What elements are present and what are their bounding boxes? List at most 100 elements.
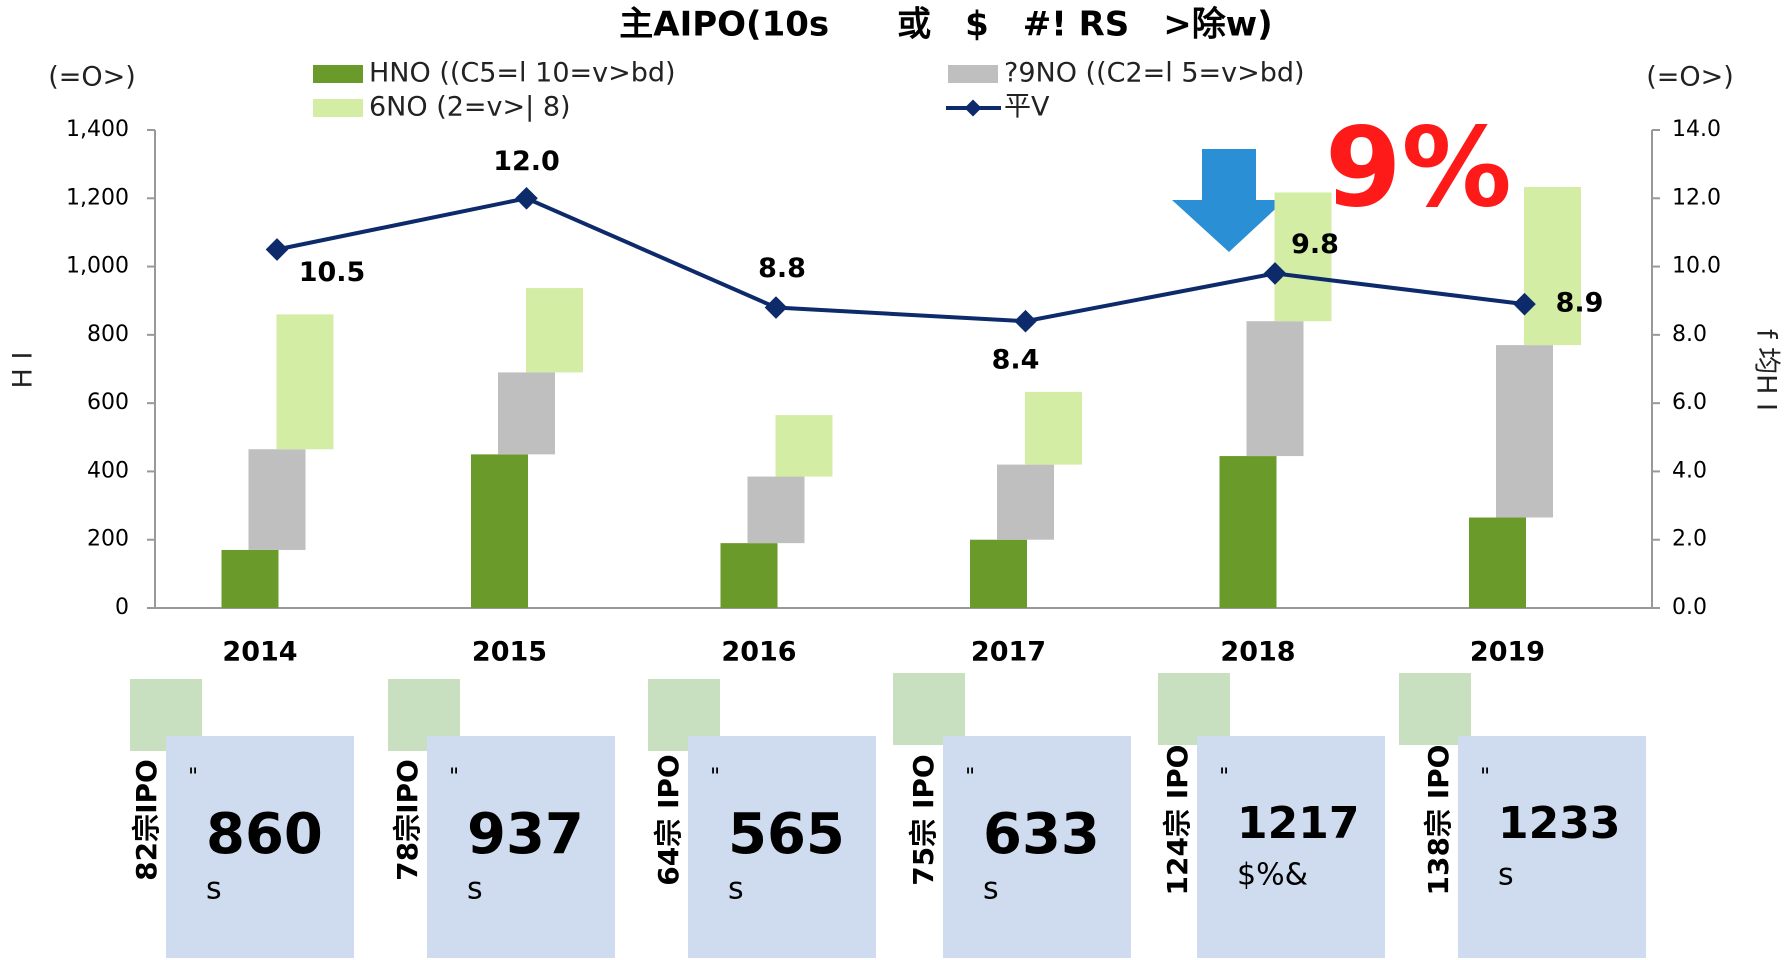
bar-segment [1496, 345, 1553, 518]
bar-segment [997, 464, 1054, 540]
panel-count: 124宗 IPO [1161, 745, 1194, 896]
chart-title: 主AIPO(10s 或 $ #! RS >除w) [619, 5, 1272, 45]
panel-unit: s [1498, 858, 1514, 893]
bar-segment [1524, 187, 1581, 346]
panel-total: 565 [728, 802, 845, 867]
x-tick-label: 2017 [971, 637, 1046, 668]
panel-total: 937 [467, 802, 584, 867]
y2-tick-label: 2.0 [1672, 527, 1707, 552]
panel-total: 1233 [1498, 798, 1620, 849]
bar-segment [221, 549, 279, 608]
y2-tick-label: 8.0 [1672, 322, 1707, 347]
panel-count: 75宗 IPO [907, 754, 940, 885]
data-label: 9.8 [1291, 229, 1339, 260]
panel-unit: s [467, 872, 483, 907]
panel-unit: $%& [1237, 858, 1308, 893]
line-marker [1014, 309, 1037, 333]
bar-segment [1219, 456, 1277, 608]
panel-total: 633 [983, 802, 1100, 867]
x-tick-label: 2018 [1220, 637, 1295, 668]
panel-box [427, 736, 615, 958]
left-unit: (=O>) [48, 62, 136, 93]
y-tick-label: 200 [87, 527, 129, 552]
panel-mark: " [1480, 765, 1490, 790]
y2-tick-label: 14.0 [1672, 117, 1721, 142]
legend-swatch [948, 65, 998, 83]
panel-mark: " [188, 765, 198, 790]
panel-mark: " [710, 765, 720, 790]
legend-label: 平V [1004, 92, 1050, 123]
panel-unit: s [728, 872, 744, 907]
panel-unit: s [983, 872, 999, 907]
panel-square [1158, 673, 1230, 745]
y2-axis-label: f 均H I [1751, 329, 1782, 411]
bar-segment [747, 476, 805, 544]
line-marker [515, 186, 538, 210]
panel-mark: " [1219, 765, 1229, 790]
panel-box [1458, 736, 1646, 958]
panel-mark: " [449, 765, 459, 790]
legend-marker [964, 99, 982, 117]
bar-segment [498, 372, 555, 455]
bar-segment [1025, 391, 1082, 465]
down-arrow [1172, 149, 1285, 252]
legend-swatch [313, 99, 363, 117]
panel-mark: " [965, 765, 975, 790]
data-label: 8.8 [758, 253, 806, 284]
bar-segment [775, 415, 833, 477]
legend-label: HNO ((C5=l 10=v>bd) [369, 58, 676, 89]
bar-segment [248, 449, 306, 550]
line-marker [265, 238, 289, 261]
y-tick-label: 1,400 [66, 117, 129, 142]
panel-box [688, 736, 876, 958]
panel-total: 860 [206, 802, 323, 867]
bar-segment [970, 539, 1027, 608]
panel-box [1197, 736, 1385, 958]
data-label: 8.9 [1556, 288, 1604, 319]
data-label: 10.5 [299, 257, 366, 288]
y-tick-label: 400 [87, 458, 129, 483]
panel-box [166, 736, 354, 958]
y2-tick-label: 6.0 [1672, 390, 1707, 415]
y2-tick-label: 12.0 [1672, 185, 1721, 210]
panel-box [943, 736, 1131, 958]
x-tick-label: 2015 [472, 637, 547, 668]
panel-unit: s [206, 872, 222, 907]
panel-count: 64宗 IPO [652, 754, 685, 885]
y-tick-label: 1,000 [66, 254, 129, 279]
panel-count: 82宗IPO [130, 759, 163, 881]
data-label: 12.0 [493, 146, 560, 177]
bar-segment [276, 314, 334, 450]
annotation: 9% [1325, 103, 1512, 231]
y-tick-label: 0 [115, 595, 129, 620]
line-marker [764, 296, 788, 319]
x-tick-label: 2014 [222, 637, 297, 668]
legend-label: 6NO (2=v>| 8) [369, 92, 571, 123]
panel-count: 138宗 IPO [1422, 745, 1455, 896]
bar-segment [526, 288, 583, 373]
bar-segment [1246, 321, 1304, 457]
data-label: 8.4 [992, 345, 1040, 376]
y-tick-label: 800 [87, 322, 129, 347]
panel-square [893, 673, 965, 745]
x-tick-label: 2016 [721, 637, 796, 668]
y-tick-label: 600 [87, 390, 129, 415]
bar-segment [720, 543, 778, 608]
line-marker [1263, 262, 1287, 285]
y-tick-label: 1,200 [66, 185, 129, 210]
legend-label: ?9NO ((C2=l 5=v>bd) [1004, 58, 1305, 89]
right-unit: (=O>) [1646, 62, 1734, 93]
y2-tick-label: 0.0 [1672, 595, 1707, 620]
y2-tick-label: 10.0 [1672, 254, 1721, 279]
panel-total: 1217 [1237, 798, 1359, 849]
panel-count: 78宗IPO [391, 759, 424, 881]
x-tick-label: 2019 [1470, 637, 1545, 668]
bar-segment [1274, 192, 1332, 322]
y-axis-label: H I [8, 352, 39, 389]
bar-segment [1469, 517, 1526, 608]
bar-segment [471, 454, 528, 608]
line-marker [1513, 292, 1536, 316]
y2-tick-label: 4.0 [1672, 458, 1707, 483]
legend-swatch [313, 65, 363, 83]
